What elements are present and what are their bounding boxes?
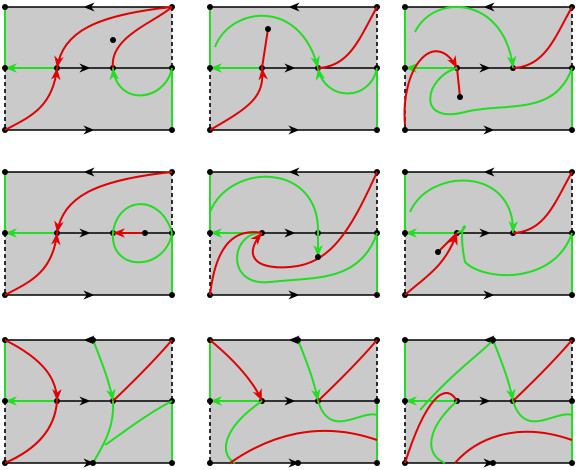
panel [207,169,380,298]
panel [207,4,380,133]
panel [207,337,380,466]
panel [402,337,575,466]
panel [402,4,575,133]
panel [2,4,175,133]
panel [2,337,175,466]
panel [402,169,575,298]
panel [2,169,175,298]
